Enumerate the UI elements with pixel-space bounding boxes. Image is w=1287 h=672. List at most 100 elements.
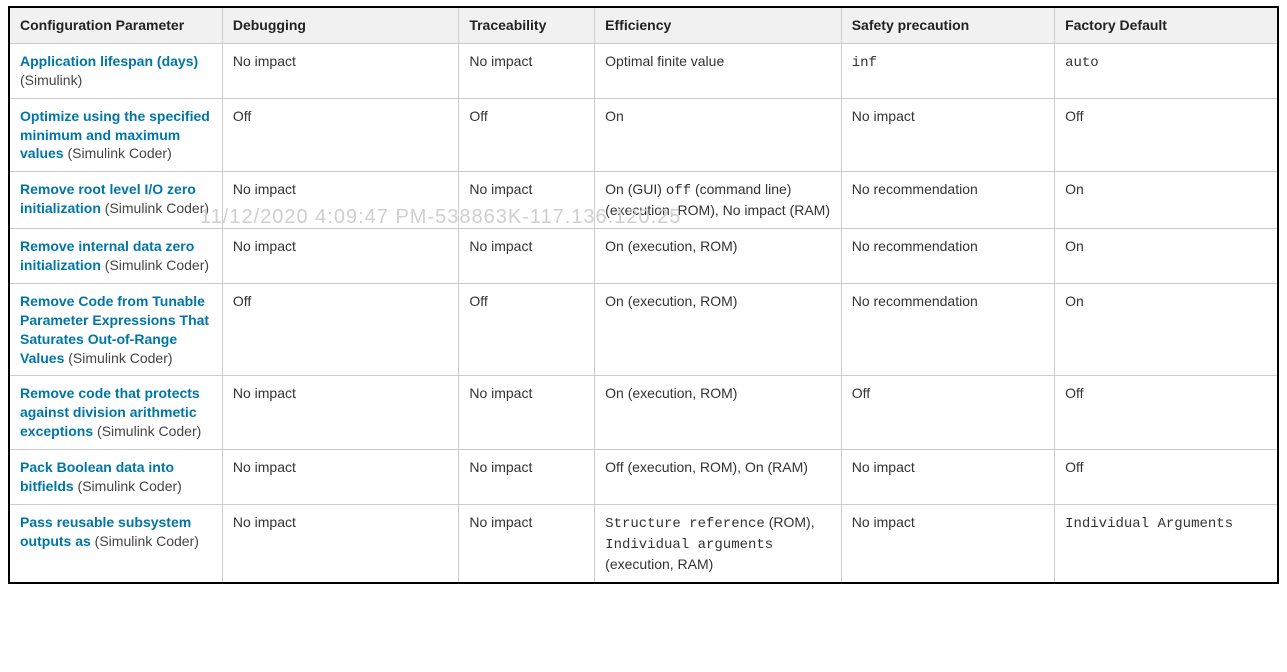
config-parameter-source: (Simulink Coder) [91,533,199,549]
cell-code-segment: Individual Arguments [1065,516,1233,532]
cell-text-segment: On [1065,181,1084,197]
cell-safety: No recommendation [841,229,1054,284]
cell-text-segment: Off [1065,385,1083,401]
cell-text-segment: Optimal finite value [605,53,724,69]
cell-factory-default: On [1055,229,1278,284]
cell-text-segment: Off [233,293,251,309]
cell-config-parameter: Remove Code from Tunable Parameter Expre… [9,283,222,376]
cell-factory-default: Off [1055,376,1278,450]
cell-traceability: No impact [459,43,595,98]
cell-text-segment: Off (execution, ROM), On (RAM) [605,459,808,475]
cell-debugging: No impact [222,43,458,98]
table-row: Remove Code from Tunable Parameter Expre… [9,283,1278,376]
table-row: Remove root level I/O zero initializatio… [9,172,1278,229]
cell-safety: inf [841,43,1054,98]
cell-config-parameter: Remove internal data zero initialization… [9,229,222,284]
cell-safety: No recommendation [841,283,1054,376]
table-body: Application lifespan (days) (Simulink) No… [9,43,1278,582]
cell-traceability: No impact [459,504,595,582]
cell-code-segment: inf [852,55,877,71]
cell-text-segment: No impact [233,181,296,197]
cell-text-segment: No impact [469,238,532,254]
cell-text-segment: No impact [233,385,296,401]
cell-text-segment: On (execution, ROM) [605,293,737,309]
cell-config-parameter: Application lifespan (days) (Simulink) [9,43,222,98]
cell-text-segment: No recommendation [852,293,978,309]
cell-text-segment: Off [1065,459,1083,475]
cell-factory-default: Off [1055,450,1278,505]
page: 11/12/2020 4:09:47 PM-538863K-117.136.12… [0,0,1287,594]
cell-text-segment: Off [233,108,251,124]
cell-debugging: Off [222,283,458,376]
table-header: Configuration Parameter Debugging Tracea… [9,7,1278,43]
cell-text-segment: No recommendation [852,181,978,197]
cell-text-segment: (ROM), [765,514,815,530]
cell-text-segment: No impact [469,181,532,197]
cell-traceability: No impact [459,376,595,450]
cell-safety: No impact [841,450,1054,505]
cell-config-parameter: Remove code that protects against divisi… [9,376,222,450]
cell-text-segment: No impact [852,108,915,124]
table-row: Remove code that protects against divisi… [9,376,1278,450]
config-parameter-link[interactable]: Application lifespan (days) [20,53,198,69]
cell-config-parameter: Optimize using the specified minimum and… [9,98,222,172]
cell-traceability: Off [459,98,595,172]
cell-text-segment: No impact [233,459,296,475]
cell-text-segment: On (GUI) [605,181,666,197]
cell-debugging: No impact [222,229,458,284]
col-header-safety: Safety precaution [841,7,1054,43]
col-header-factory-default: Factory Default [1055,7,1278,43]
cell-text-segment: Off [469,293,487,309]
config-parameter-source: (Simulink Coder) [101,200,209,216]
cell-text-segment: No recommendation [852,238,978,254]
cell-factory-default: On [1055,283,1278,376]
cell-text-segment: No impact [469,53,532,69]
cell-config-parameter: Pass reusable subsystem outputs as (Simu… [9,504,222,582]
cell-debugging: No impact [222,450,458,505]
cell-traceability: No impact [459,172,595,229]
cell-efficiency: Off (execution, ROM), On (RAM) [595,450,842,505]
cell-debugging: No impact [222,172,458,229]
col-header-traceability: Traceability [459,7,595,43]
cell-text-segment: No impact [469,385,532,401]
cell-text-segment: No impact [233,514,296,530]
cell-text-segment: No impact [469,459,532,475]
cell-debugging: No impact [222,504,458,582]
cell-safety: No impact [841,504,1054,582]
cell-safety: Off [841,376,1054,450]
cell-text-segment: On (execution, ROM) [605,385,737,401]
cell-safety: No impact [841,98,1054,172]
config-parameters-table: Configuration Parameter Debugging Tracea… [8,6,1279,584]
cell-factory-default: On [1055,172,1278,229]
cell-efficiency: On (execution, ROM) [595,376,842,450]
cell-text-segment: No impact [852,459,915,475]
table-row: Pass reusable subsystem outputs as (Simu… [9,504,1278,582]
cell-code-segment: auto [1065,55,1099,71]
cell-text-segment: No impact [852,514,915,530]
cell-efficiency: On (GUI) off (command line) (execution, … [595,172,842,229]
table-row: Optimize using the specified minimum and… [9,98,1278,172]
cell-text-segment: No impact [233,238,296,254]
cell-safety: No recommendation [841,172,1054,229]
table-row: Application lifespan (days) (Simulink) No… [9,43,1278,98]
cell-text-segment: Off [852,385,870,401]
cell-factory-default: auto [1055,43,1278,98]
cell-text-segment: On [605,108,624,124]
config-parameter-source: (Simulink Coder) [64,145,172,161]
cell-efficiency: On (execution, ROM) [595,229,842,284]
cell-text-segment: On [1065,293,1084,309]
cell-config-parameter: Pack Boolean data into bitfields (Simuli… [9,450,222,505]
table-row: Remove internal data zero initialization… [9,229,1278,284]
cell-text-segment: No impact [233,53,296,69]
cell-efficiency: On (execution, ROM) [595,283,842,376]
cell-code-segment: Individual arguments [605,537,773,553]
col-header-debugging: Debugging [222,7,458,43]
config-parameter-source: (Simulink) [20,72,82,88]
cell-text-segment: Off [469,108,487,124]
cell-code-segment: off [666,183,691,199]
config-parameter-source: (Simulink Coder) [74,478,182,494]
cell-debugging: Off [222,98,458,172]
config-parameter-source: (Simulink Coder) [101,257,209,273]
table-header-row: Configuration Parameter Debugging Tracea… [9,7,1278,43]
config-parameter-source: (Simulink Coder) [64,350,172,366]
